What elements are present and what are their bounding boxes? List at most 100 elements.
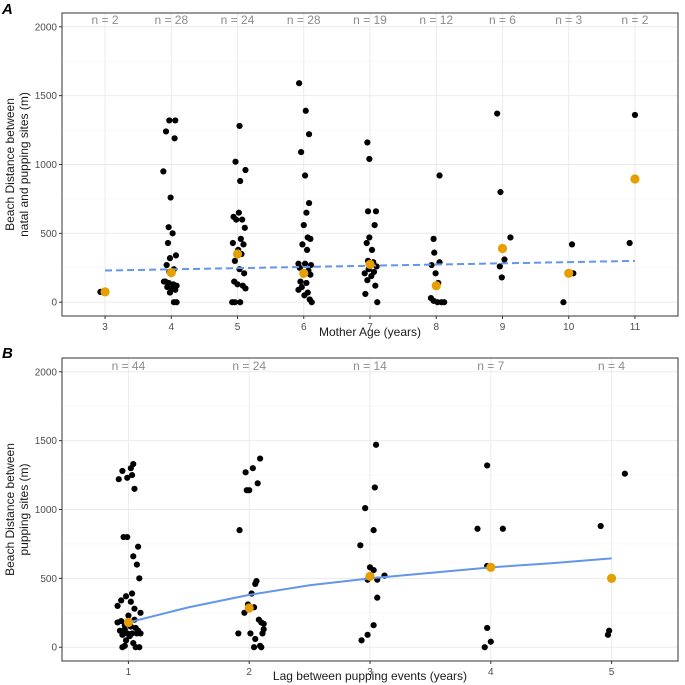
data-point	[366, 155, 373, 163]
data-point	[232, 158, 239, 165]
data-point	[131, 605, 138, 612]
data-point	[128, 590, 136, 597]
mean-point	[232, 249, 243, 259]
mean-point	[630, 174, 640, 184]
data-point	[114, 619, 121, 626]
data-point	[484, 624, 491, 632]
data-point	[136, 575, 143, 582]
data-point	[236, 527, 243, 534]
sample-size-label: n = 2	[621, 13, 648, 27]
data-point	[246, 487, 253, 494]
data-point	[163, 261, 170, 269]
data-point	[604, 631, 612, 638]
mean-point	[166, 268, 176, 278]
data-point	[307, 235, 314, 242]
mean-point	[299, 268, 309, 278]
x-tick-label: 9	[500, 322, 506, 333]
sample-size-label: n = 14	[353, 359, 387, 373]
mean-point	[365, 259, 375, 269]
data-point	[237, 235, 244, 242]
data-point	[366, 234, 373, 241]
data-point	[247, 630, 254, 637]
data-point	[234, 281, 241, 288]
data-point	[436, 172, 443, 179]
data-point	[307, 271, 314, 278]
data-point	[370, 527, 377, 534]
panel-tag: B	[2, 345, 13, 362]
data-point	[242, 285, 249, 292]
data-point	[374, 594, 381, 601]
data-point	[560, 299, 567, 306]
data-point	[137, 609, 144, 616]
mean-point	[431, 281, 441, 291]
data-point	[374, 299, 381, 306]
data-point	[302, 107, 309, 114]
data-point	[372, 208, 380, 215]
y-axis-title: pupping sites (m)	[17, 463, 31, 555]
data-point	[231, 257, 238, 265]
sample-size-label: n = 4	[598, 359, 625, 373]
data-point	[236, 266, 243, 273]
data-point	[114, 602, 121, 610]
data-point	[236, 122, 243, 130]
mean-point	[486, 562, 496, 572]
y-tick-label: 0	[51, 643, 57, 654]
x-tick-label: 6	[301, 322, 307, 333]
data-point	[166, 117, 173, 124]
mean-point	[564, 268, 574, 278]
data-point	[130, 460, 137, 468]
data-point	[124, 533, 131, 541]
data-point	[172, 117, 179, 124]
data-point	[621, 470, 628, 477]
x-axis-title: Lag between pupping events (years)	[273, 669, 467, 683]
data-point	[499, 525, 506, 532]
data-point	[258, 644, 265, 651]
data-point	[631, 111, 639, 119]
mean-point	[244, 603, 254, 613]
data-point	[626, 239, 633, 247]
data-point	[136, 644, 143, 651]
data-point	[241, 224, 248, 231]
data-point	[358, 637, 365, 644]
data-point	[487, 638, 494, 645]
data-point	[364, 277, 371, 284]
data-point	[171, 135, 178, 142]
y-axis-title: Beach Distance between	[3, 98, 17, 231]
x-tick-label: 4	[169, 322, 175, 333]
data-point	[242, 469, 249, 476]
data-point	[501, 256, 508, 263]
data-point	[169, 230, 176, 237]
x-tick-label: 10	[563, 322, 575, 333]
data-point	[507, 234, 514, 241]
data-point	[484, 462, 491, 469]
data-point	[303, 209, 310, 216]
data-point	[364, 631, 371, 638]
mean-point	[123, 617, 134, 628]
data-point	[260, 620, 267, 627]
x-tick-label: 4	[488, 667, 494, 678]
data-point	[431, 249, 438, 256]
data-point	[134, 543, 142, 550]
data-point	[164, 239, 172, 247]
sample-size-label: n = 2	[92, 13, 119, 27]
mean-point	[497, 243, 508, 254]
data-point	[235, 209, 242, 216]
sample-size-label: n = 3	[555, 13, 582, 27]
data-point	[121, 626, 128, 633]
panel-tag: A	[1, 1, 13, 18]
data-point	[301, 260, 309, 267]
y-tick-label: 1000	[35, 505, 58, 516]
x-tick-label: 3	[367, 667, 373, 678]
data-point	[357, 542, 364, 549]
data-point	[130, 553, 137, 560]
data-point	[241, 609, 248, 616]
data-point	[481, 644, 488, 651]
data-point	[172, 252, 180, 259]
data-point	[303, 246, 311, 253]
data-point	[252, 580, 259, 587]
data-point	[361, 270, 368, 277]
sample-size-label: n = 12	[419, 13, 453, 27]
sample-size-label: n = 19	[353, 13, 387, 27]
data-point	[235, 630, 242, 637]
data-point	[363, 239, 370, 247]
